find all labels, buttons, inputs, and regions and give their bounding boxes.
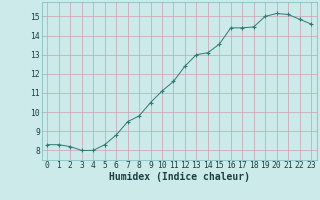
X-axis label: Humidex (Indice chaleur): Humidex (Indice chaleur) xyxy=(109,172,250,182)
